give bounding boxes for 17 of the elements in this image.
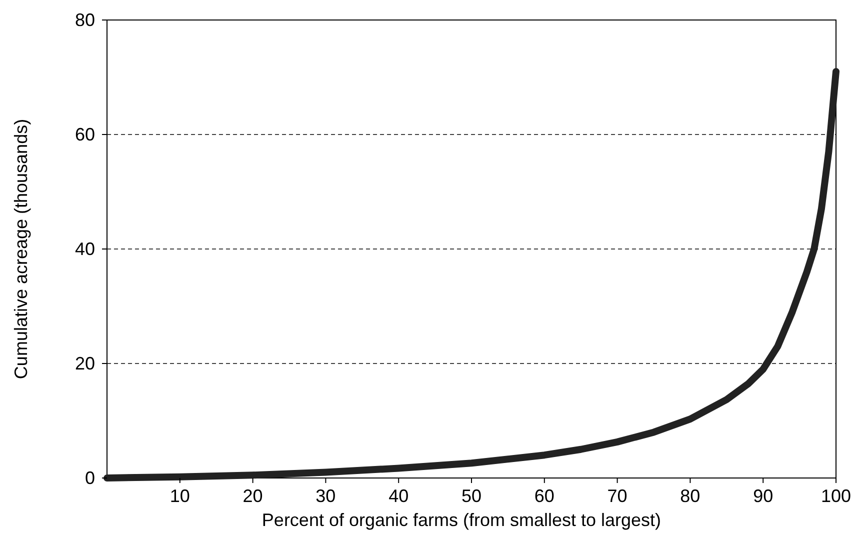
x-tick-label: 30 [316,486,336,506]
y-tick-label: 0 [84,468,95,488]
x-axis-title: Percent of organic farms (from smallest to largest) [262,510,662,530]
x-tick-label: 40 [388,486,409,506]
x-tick-label: 80 [680,486,700,506]
x-tick-label: 60 [534,486,554,506]
x-tick-label: 90 [753,486,774,506]
y-axis-title: Cumulative acreage (thousands) [11,118,31,380]
y-tick-label: 60 [74,124,95,144]
x-tick-label: 100 [820,486,852,506]
x-tick-label: 20 [242,486,263,506]
x-tick-label: 50 [461,486,482,506]
x-tick-label: 10 [170,486,190,506]
y-tick-label: 40 [74,239,95,259]
y-tick-label: 20 [74,354,95,374]
y-tick-label: 80 [74,10,95,30]
x-tick-label: 70 [607,486,628,506]
